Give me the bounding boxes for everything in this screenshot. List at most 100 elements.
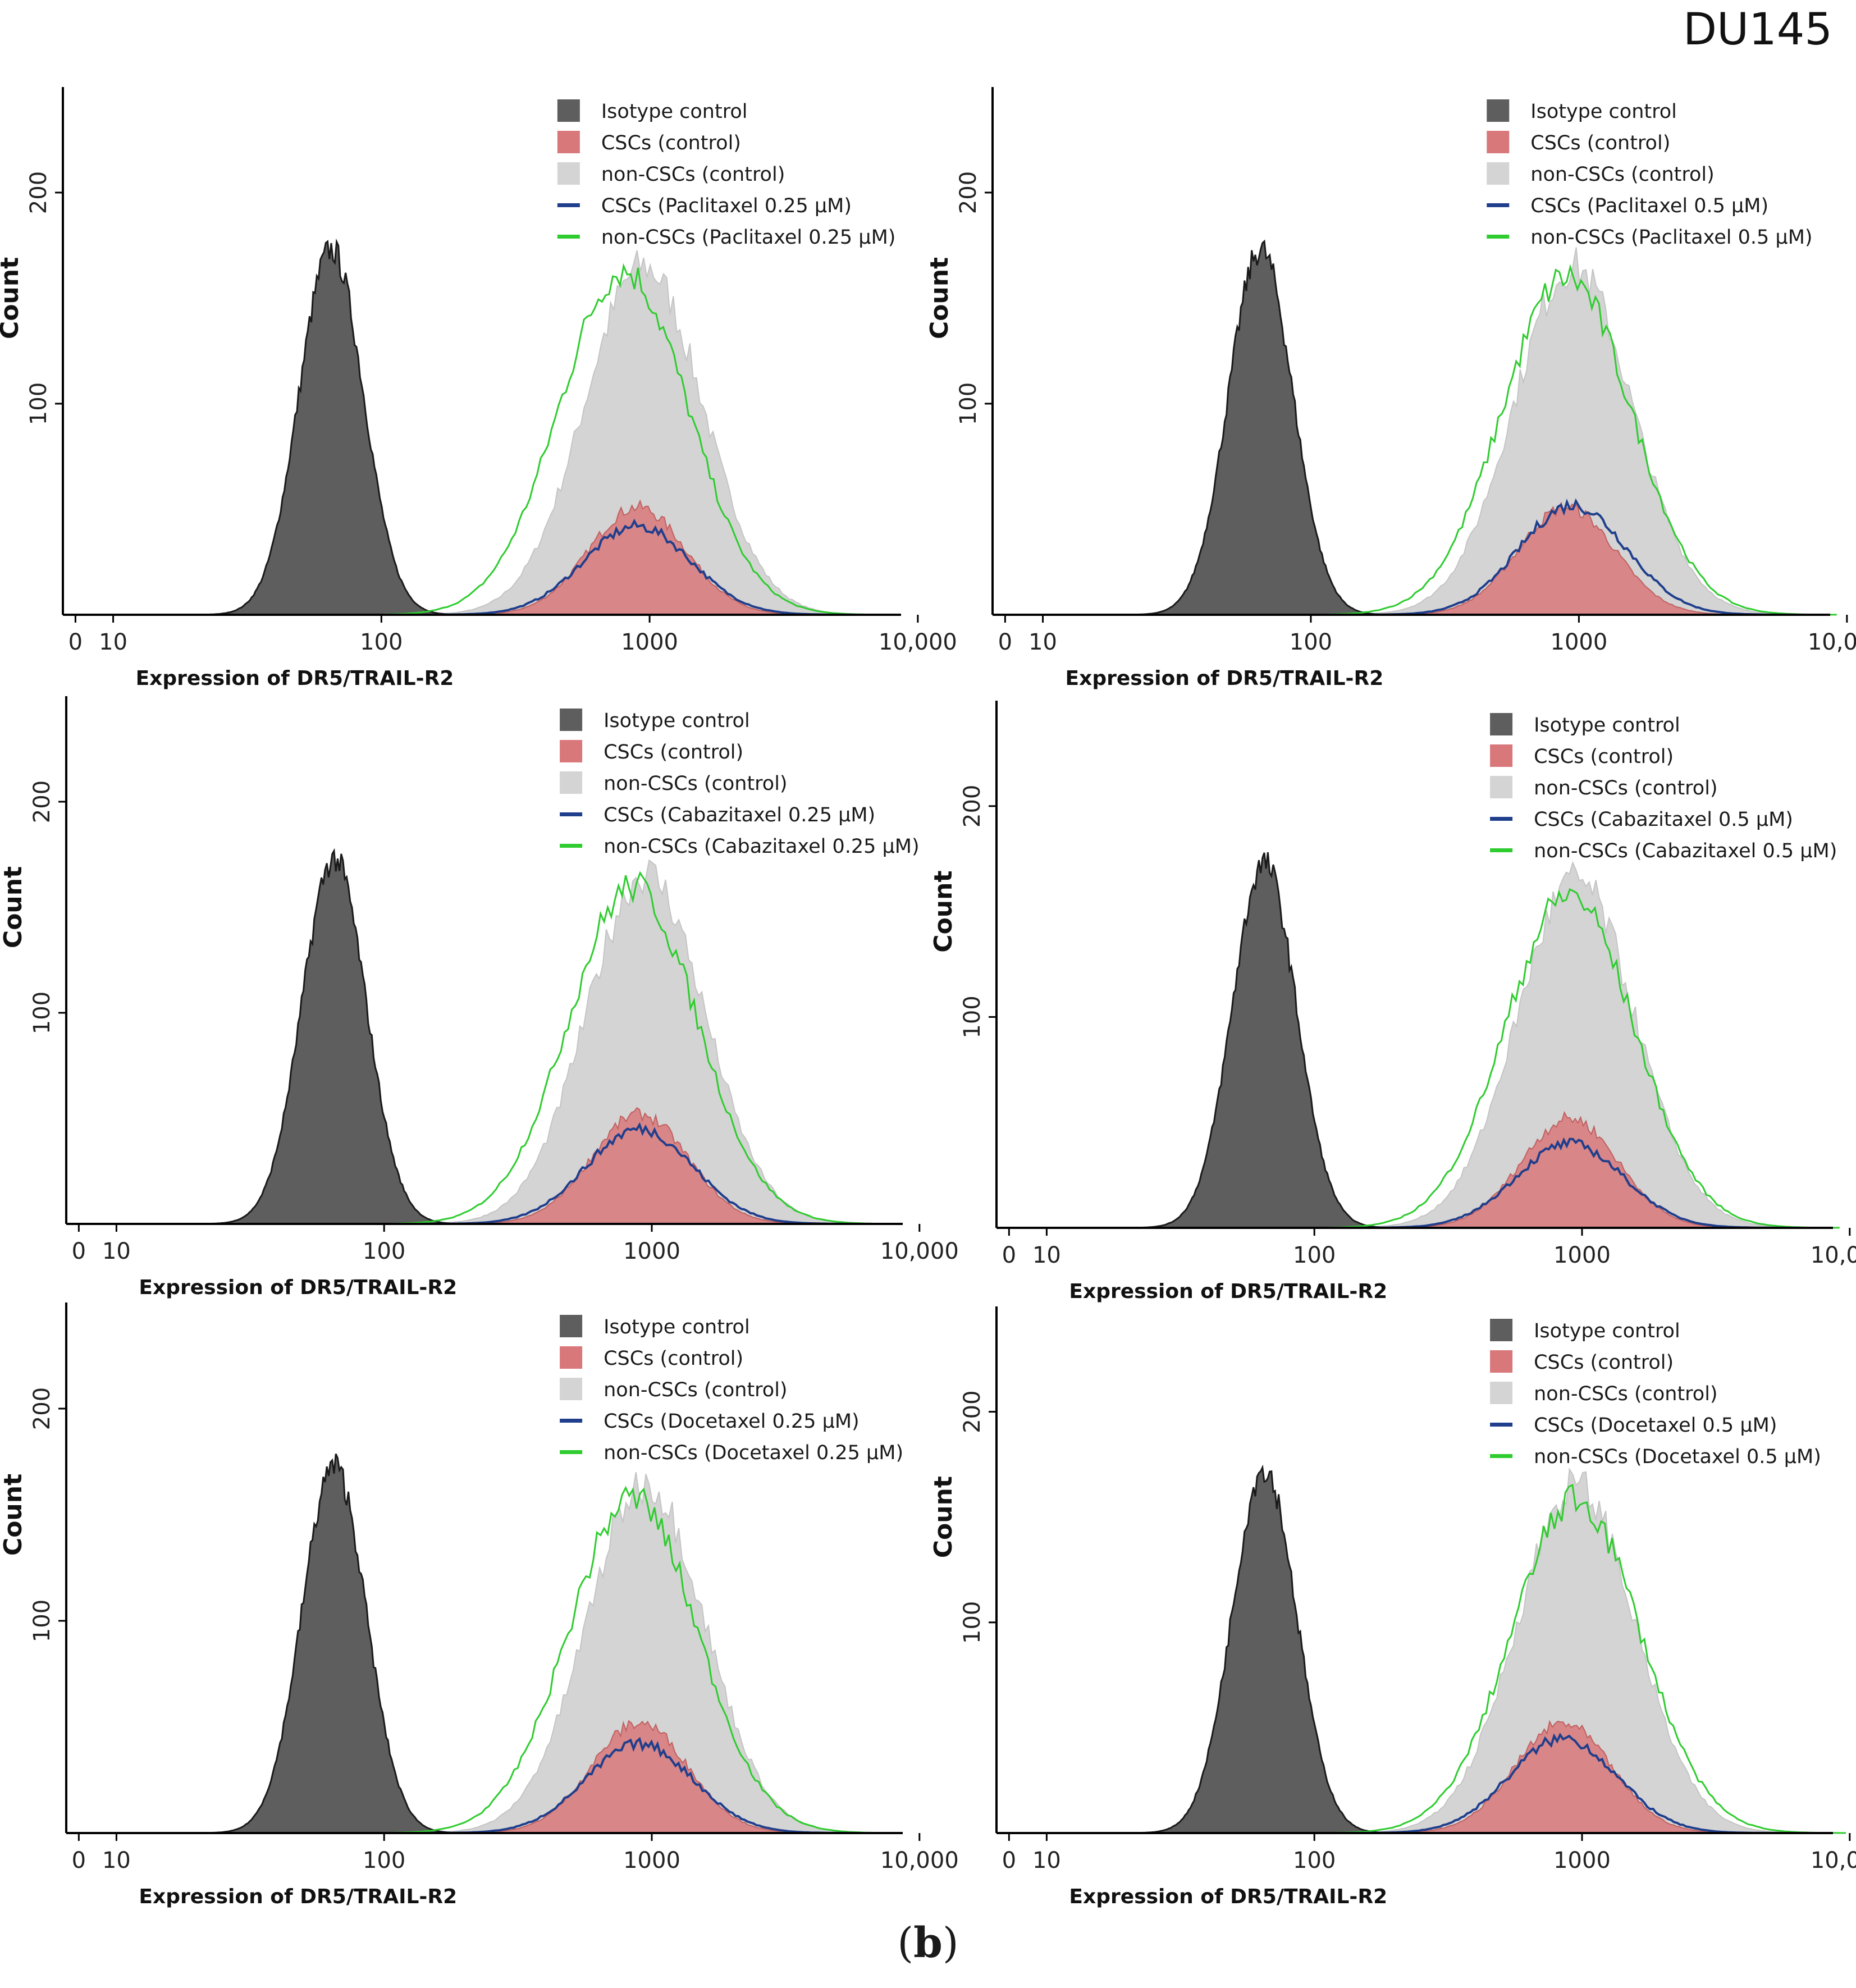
legend-line-swatch bbox=[557, 235, 580, 239]
x-tick-label: 0 bbox=[68, 629, 83, 655]
legend-label: Isotype control bbox=[1534, 714, 1680, 737]
series-isotype-area bbox=[198, 1453, 470, 1834]
series-isotype-area bbox=[198, 848, 470, 1225]
y-axis-label: Count bbox=[929, 1476, 958, 1558]
legend-line-swatch bbox=[1487, 203, 1510, 207]
legend-label: CSCs (Paclitaxel 0.5 μM) bbox=[1530, 195, 1768, 217]
series-csc-control-area bbox=[435, 499, 840, 615]
legend-swatch bbox=[1487, 131, 1510, 153]
series-noncsc-treated-line bbox=[1306, 1484, 1846, 1834]
legend-label: non-CSCs (Paclitaxel 0.5 μM) bbox=[1530, 226, 1812, 249]
legend-label: CSCs (Cabazitaxel 0.25 μM) bbox=[604, 804, 875, 826]
y-tick-label: 200 bbox=[29, 780, 55, 823]
y-tick-label: 200 bbox=[956, 171, 981, 214]
legend-label: non-CSCs (control) bbox=[1530, 163, 1715, 186]
series-csc-control-area bbox=[437, 1107, 842, 1224]
series-csc-control-area bbox=[437, 1720, 842, 1834]
series-csc-treated-line bbox=[412, 518, 863, 616]
legend-label: CSCs (Docetaxel 0.5 μM) bbox=[1534, 1414, 1777, 1437]
series-noncsc-treated-line bbox=[1296, 264, 1837, 616]
y-tick-label: 100 bbox=[956, 382, 981, 425]
x-tick-label: 10 bbox=[99, 629, 127, 655]
x-tick-label: 10,000 bbox=[1811, 1242, 1856, 1268]
histogram-panel-1: 100 200 0 10 100 1000 10,000 Expression of DR5/… bbox=[0, 87, 957, 690]
x-tick-label: 10 bbox=[102, 1238, 131, 1264]
x-tick-label: 1000 bbox=[1553, 1242, 1611, 1268]
x-tick-label: 100 bbox=[1290, 629, 1332, 655]
legend-swatch bbox=[560, 709, 583, 731]
legend-label: non-CSCs (control) bbox=[1534, 1383, 1718, 1405]
series-noncsc-treated-line bbox=[363, 1486, 903, 1834]
x-tick-label: 1000 bbox=[621, 629, 678, 655]
x-tick-label: 10,000 bbox=[1811, 1848, 1856, 1873]
legend-line-swatch bbox=[560, 812, 583, 816]
x-tick-label: 10,000 bbox=[880, 1848, 959, 1873]
x-axis-label: Expression of DR5/TRAIL-R2 bbox=[136, 667, 454, 690]
legend-label: non-CSCs (control) bbox=[1534, 777, 1718, 799]
y-axis-label: Count bbox=[0, 257, 24, 339]
legend-label: Isotype control bbox=[1534, 1320, 1680, 1342]
y-axis-label: Count bbox=[0, 866, 28, 948]
legend-line-swatch bbox=[557, 203, 580, 207]
series-isotype-area bbox=[1128, 1464, 1400, 1834]
legend-label: Isotype control bbox=[604, 1316, 750, 1338]
x-axis-label: Expression of DR5/TRAIL-R2 bbox=[1069, 1280, 1387, 1303]
panel-label-open: ( bbox=[897, 1919, 914, 1967]
legend-label: non-CSCs (Paclitaxel 0.25 μM) bbox=[601, 226, 896, 249]
legend-label: Isotype control bbox=[1530, 100, 1677, 123]
legend-swatch bbox=[1490, 713, 1513, 735]
legend-label: Isotype control bbox=[601, 100, 748, 123]
figure-title: DU145 bbox=[1683, 4, 1832, 55]
legend-swatch bbox=[1490, 744, 1513, 767]
x-tick-label: 1000 bbox=[1553, 1848, 1611, 1873]
panel-label: (b) bbox=[0, 1919, 1856, 1967]
legend-label: CSCs (control) bbox=[601, 132, 741, 154]
series-csc-treated-line bbox=[1338, 1733, 1788, 1834]
legend-label: non-CSCs (control) bbox=[604, 1379, 788, 1401]
legend-swatch bbox=[1487, 162, 1510, 185]
series-csc-control-area bbox=[1360, 1720, 1766, 1834]
legend-label: non-CSCs (control) bbox=[601, 163, 785, 186]
histogram-panel-2: 100 200 0 10 100 1000 10,000 Expression of DR5/… bbox=[925, 87, 1856, 690]
legend-label: CSCs (control) bbox=[1534, 746, 1674, 768]
x-axis-label: Expression of DR5/TRAIL-R2 bbox=[139, 1276, 457, 1299]
legend-line-swatch bbox=[560, 844, 583, 848]
series-csc-treated-line bbox=[414, 1736, 865, 1834]
y-tick-label: 100 bbox=[29, 1599, 55, 1642]
legend-swatch bbox=[1490, 776, 1513, 798]
legend-swatch bbox=[1490, 1382, 1513, 1404]
legend-swatch bbox=[1490, 1319, 1513, 1341]
y-tick-label: 200 bbox=[29, 1387, 55, 1430]
x-tick-label: 100 bbox=[363, 1238, 405, 1264]
x-tick-label: 0 bbox=[998, 629, 1012, 655]
series-csc-treated-line bbox=[414, 1122, 865, 1225]
x-tick-label: 0 bbox=[1002, 1242, 1016, 1268]
x-tick-label: 100 bbox=[360, 629, 403, 655]
x-tick-label: 0 bbox=[72, 1238, 86, 1264]
x-tick-label: 100 bbox=[1293, 1242, 1336, 1268]
y-axis-label: Count bbox=[0, 1474, 28, 1556]
x-tick-label: 10 bbox=[1028, 629, 1057, 655]
series-noncsc-control-area bbox=[1324, 247, 1821, 615]
legend-line-swatch bbox=[1490, 1454, 1513, 1458]
legend-label: CSCs (Cabazitaxel 0.5 μM) bbox=[1534, 808, 1793, 831]
x-tick-label: 100 bbox=[363, 1848, 405, 1873]
legend-label: non-CSCs (Docetaxel 0.25 μM) bbox=[604, 1442, 903, 1464]
legend-label: CSCs (Paclitaxel 0.25 μM) bbox=[601, 195, 852, 217]
legend-swatch bbox=[560, 1315, 583, 1337]
legend-line-swatch bbox=[560, 1450, 583, 1454]
legend-line-swatch bbox=[1490, 817, 1513, 821]
x-tick-label: 1000 bbox=[623, 1238, 680, 1264]
legend-swatch bbox=[557, 99, 580, 122]
legend-swatch bbox=[560, 1378, 583, 1400]
legend-swatch bbox=[560, 740, 583, 762]
x-tick-label: 10 bbox=[1032, 1242, 1061, 1268]
series-noncsc-control-area bbox=[1328, 1467, 1824, 1834]
legend-label: non-CSCs (Cabazitaxel 0.25 μM) bbox=[604, 835, 920, 858]
legend-swatch bbox=[1490, 1350, 1513, 1373]
legend-swatch bbox=[560, 1346, 583, 1369]
series-csc-treated-line bbox=[1345, 1137, 1795, 1229]
x-tick-label: 10 bbox=[1032, 1848, 1061, 1873]
y-tick-label: 100 bbox=[959, 1601, 985, 1644]
